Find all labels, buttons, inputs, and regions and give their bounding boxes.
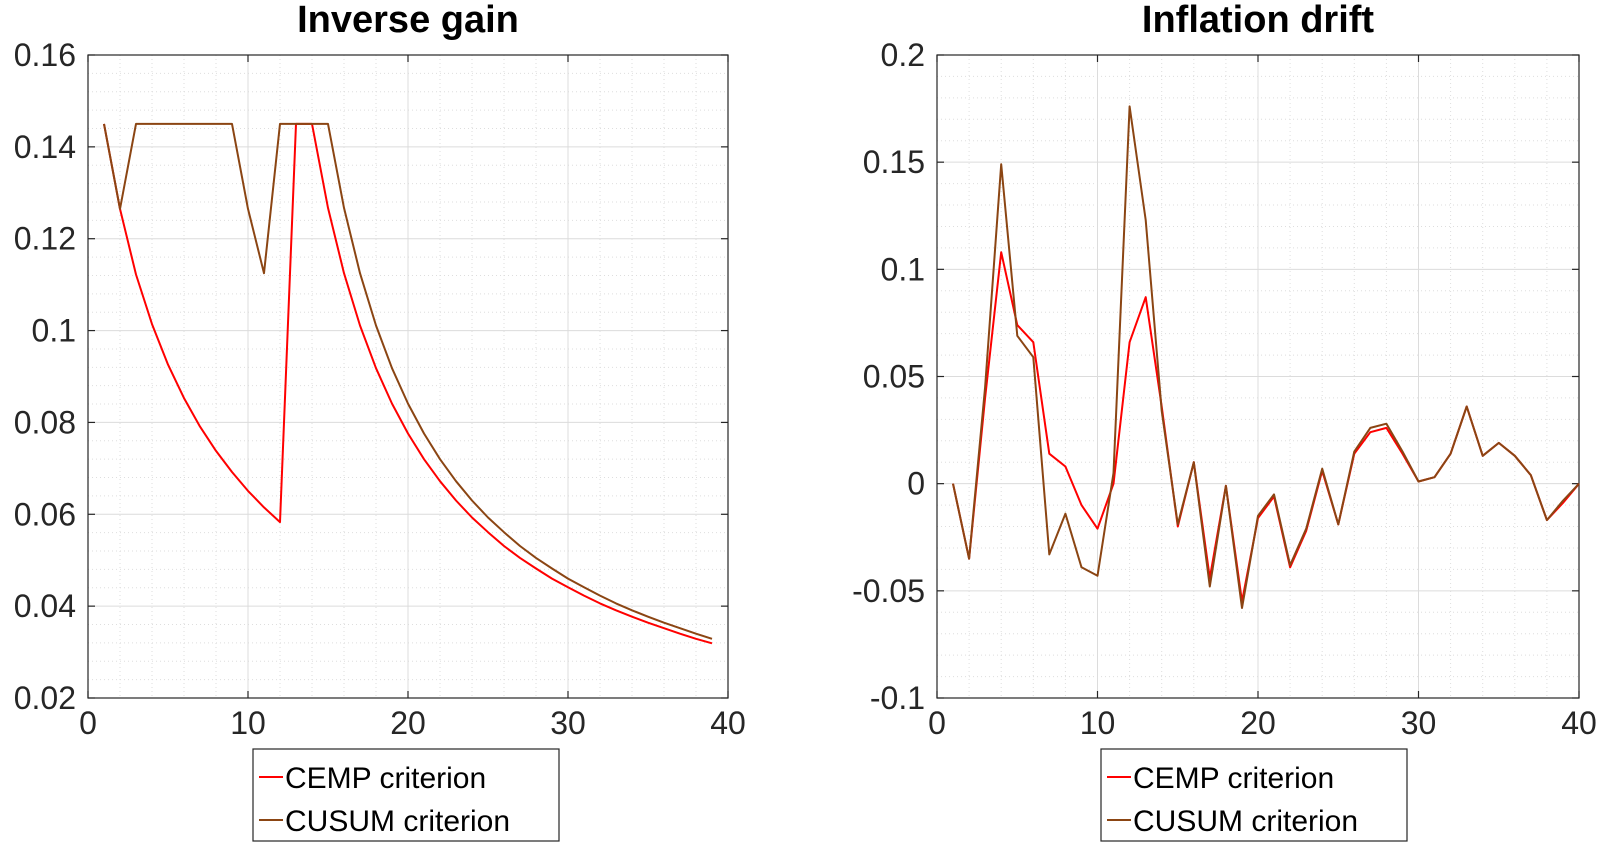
y-tick-label: 0.05	[863, 359, 925, 395]
legend-label: CUSUM criterion	[285, 805, 510, 838]
x-tick-label: 40	[1561, 705, 1597, 741]
y-tick-label: 0.12	[14, 221, 76, 257]
x-tick-label: 0	[928, 705, 946, 741]
y-tick-label: 0.15	[863, 144, 925, 180]
x-tick-label: 30	[550, 705, 586, 741]
series-line-cusum	[952, 105, 1580, 609]
legend-label: CEMP criterion	[285, 762, 486, 795]
y-tick-label: -0.05	[852, 573, 925, 609]
series-line-cusum	[103, 122, 713, 640]
legend-box	[1100, 748, 1408, 842]
x-tick-label: 20	[390, 705, 426, 741]
x-tick-label: 10	[1080, 705, 1116, 741]
legend-label: CUSUM criterion	[1133, 805, 1358, 838]
chart-title: Inverse gain	[297, 0, 519, 41]
inverse-gain-chart: 0 10 20 30 40 0.02 0.04 0.06 0.08 0.1 0.12 0.14 0.16…	[14, 0, 746, 842]
y-tick-label: 0.14	[14, 129, 76, 165]
x-tick-label: 20	[1240, 705, 1276, 741]
x-tick-label: 40	[710, 705, 746, 741]
x-tick-label: 0	[79, 705, 97, 741]
legend-label: CEMP criterion	[1133, 762, 1334, 795]
x-tick-label: 10	[230, 705, 266, 741]
y-tick-label: 0.2	[881, 37, 925, 73]
series-line-cemp	[103, 122, 713, 645]
y-tick-label: 0.16	[14, 37, 76, 73]
y-tick-label: 0.02	[14, 680, 76, 716]
y-tick-label: 0.1	[881, 251, 925, 287]
y-tick-label: 0	[907, 466, 925, 502]
chart-title: Inflation drift	[1142, 0, 1375, 41]
legend-box	[252, 748, 560, 842]
y-tick-label: 0.04	[14, 588, 76, 624]
y-tick-label: 0.1	[32, 313, 76, 349]
y-tick-label: 0.08	[14, 404, 76, 440]
x-tick-label: 30	[1401, 705, 1437, 741]
y-tick-label: -0.1	[870, 680, 925, 716]
y-tick-label: 0.06	[14, 496, 76, 532]
inflation-drift-chart: 0 10 20 30 40 -0.1 -0.05 0 0.05 0.1 0.15 0.2 Inflati…	[852, 0, 1597, 842]
